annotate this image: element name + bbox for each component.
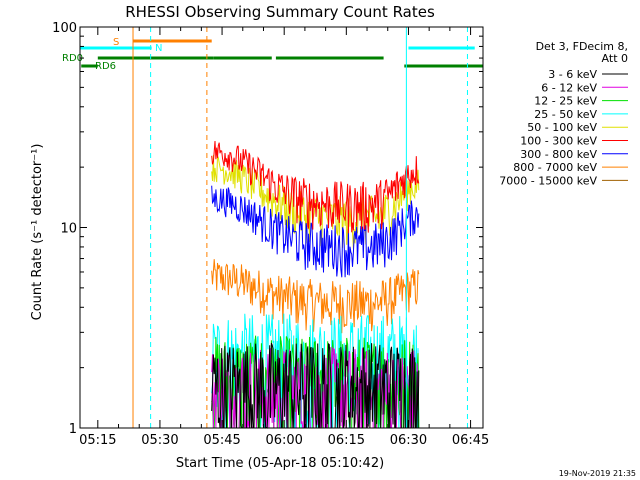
legend-header-line-1: Det 3, FDecim 8, — [536, 40, 628, 53]
legend-label: 800 - 7000 keV — [513, 161, 597, 174]
x-tick-label: 06:15 — [328, 433, 365, 448]
y-axis-label: Count Rate (s⁻¹ detector⁻¹) — [30, 144, 45, 321]
legend-header-line-2: Att 0 — [602, 52, 628, 65]
series-trace — [211, 342, 420, 429]
series-trace — [211, 155, 420, 249]
x-tick-label: 05:30 — [141, 433, 178, 448]
plot-data — [211, 140, 420, 429]
legend-label: 50 - 100 keV — [527, 121, 597, 134]
flag-label-n: N — [155, 43, 162, 54]
legend-label: 100 - 300 keV — [520, 135, 597, 148]
series-trace — [211, 140, 420, 234]
x-axis: 05:15 05:30 05:45 06:00 06:15 06:30 06:45 — [79, 27, 489, 448]
x-tick-label: 06:45 — [452, 433, 489, 448]
y-tick-label: 10 — [60, 222, 77, 237]
observing-flags: S N RD0 RD6 — [62, 37, 483, 72]
y-axis: 1 10 100 — [52, 21, 483, 437]
flag-label-rd0: RD0 — [62, 53, 83, 64]
x-tick-label: 06:00 — [265, 433, 302, 448]
x-tick-label: 05:45 — [203, 433, 240, 448]
series-trace — [211, 259, 420, 334]
legend-label: 25 - 50 keV — [534, 108, 597, 121]
chart-title: RHESSI Observing Summary Count Rates — [125, 3, 435, 21]
legend-label: 12 - 25 keV — [534, 95, 597, 108]
legend-label: 6 - 12 keV — [541, 81, 597, 94]
legend-label: 300 - 800 keV — [520, 148, 597, 161]
legend-label: 3 - 6 keV — [548, 68, 597, 81]
y-tick-label: 100 — [52, 21, 77, 36]
footer-date: 19-Nov-2019 21:35 — [559, 469, 636, 478]
y-tick-label: 1 — [69, 422, 77, 437]
x-tick-label: 05:15 — [79, 433, 116, 448]
legend-label: 7000 - 15000 keV — [499, 174, 597, 187]
flag-label-s: S — [113, 37, 119, 48]
flag-label-rd6: RD6 — [95, 61, 116, 72]
series-trace — [211, 185, 420, 278]
x-axis-label: Start Time (05-Apr-18 05:10:42) — [176, 456, 384, 471]
x-tick-label: 06:30 — [390, 433, 427, 448]
